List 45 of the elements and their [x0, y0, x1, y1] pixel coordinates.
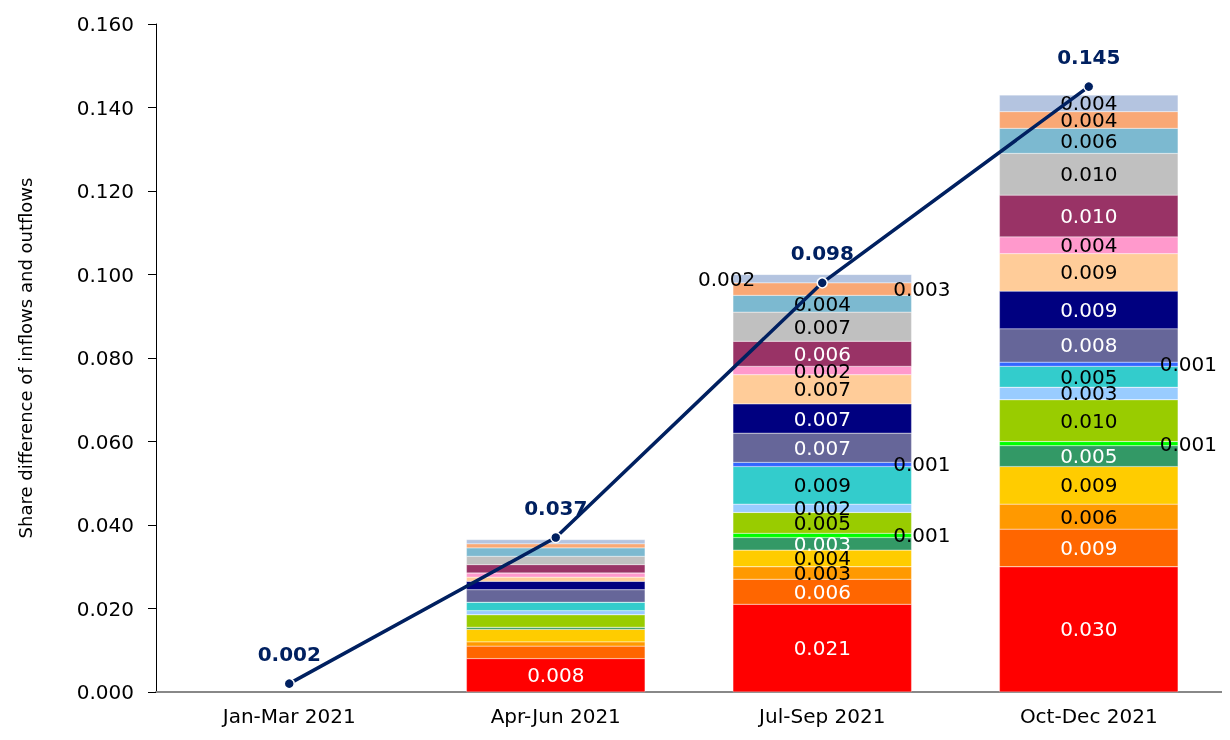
data-label: 0.001	[893, 452, 951, 477]
y-tick-label: 0.120	[76, 179, 134, 203]
y-tick-label: 0.060	[76, 429, 134, 454]
x-tick-label: Apr-Jun 2021	[490, 704, 621, 728]
data-label: 0.009	[1060, 297, 1118, 322]
data-label: 0.001	[1159, 352, 1218, 377]
data-label: 0.003	[893, 277, 951, 302]
data-label: 0.009	[1060, 260, 1118, 285]
data-label: 0.008	[527, 663, 585, 688]
data-label: 0.008	[1060, 333, 1118, 358]
data-label: 0.010	[1060, 162, 1118, 187]
data-label: 0.145	[1057, 44, 1121, 69]
data-label: 0.002	[697, 266, 756, 291]
data-label: 0.009	[1060, 535, 1118, 560]
data-label: 0.010	[1060, 408, 1118, 433]
x-tick-label: Jan-Mar 2021	[220, 704, 356, 728]
data-label: 0.006	[793, 579, 851, 604]
y-tick-label: 0.100	[76, 262, 134, 287]
data-label: 0.009	[793, 473, 851, 498]
x-tick-label: Oct-Dec 2021	[1019, 704, 1158, 728]
data-label: 0.007	[793, 377, 851, 402]
y-tick-label: 0.160	[76, 12, 134, 36]
data-label: 0.005	[1060, 444, 1118, 469]
data-label: 0.004	[1060, 233, 1118, 258]
y-tick-label: 0.140	[76, 95, 134, 120]
data-label: 0.009	[1060, 473, 1118, 498]
data-label: 0.001	[893, 523, 951, 548]
data-label: 0.007	[793, 435, 851, 460]
data-label: 0.007	[793, 314, 851, 339]
data-label: 0.098	[790, 241, 854, 266]
y-tick-label: 0.020	[76, 596, 134, 621]
y-tick-label: 0.000	[76, 680, 134, 704]
data-label: 0.006	[1060, 128, 1118, 153]
data-label: 0.001	[1159, 431, 1218, 456]
data-label: 0.030	[1060, 617, 1118, 642]
data-label: 0.037	[524, 495, 588, 520]
data-label: 0.007	[793, 406, 851, 431]
y-tick-label: 0.080	[76, 346, 134, 370]
data-label: 0.010	[1060, 204, 1118, 229]
y-axis-title: Share difference of inflows and outflows	[14, 177, 36, 539]
data-label: 0.006	[1060, 504, 1118, 529]
x-tick-label: Jul-Sep 2021	[757, 704, 886, 728]
y-tick-label: 0.040	[76, 513, 134, 537]
data-label: 0.021	[793, 636, 851, 661]
data-label: 0.002	[257, 641, 321, 666]
